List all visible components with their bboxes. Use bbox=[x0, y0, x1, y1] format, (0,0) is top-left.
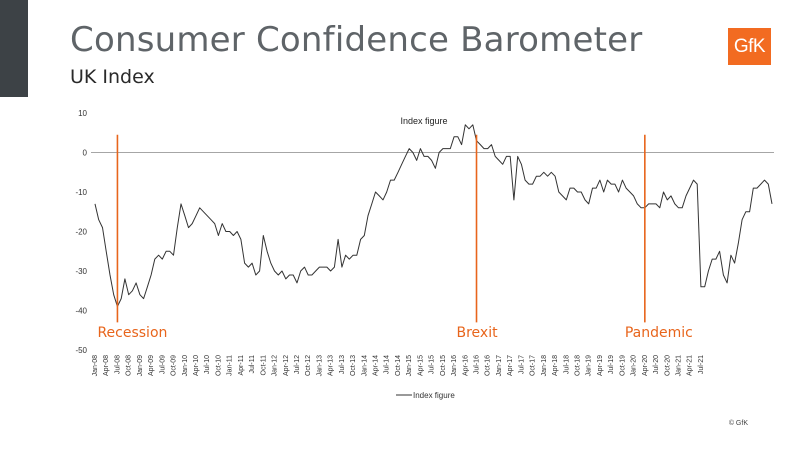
x-tick-label: Jul-12 bbox=[294, 355, 301, 374]
event-markers: Recession Brexit Pandemic bbox=[97, 134, 693, 341]
left-accent-bar bbox=[0, 0, 28, 97]
x-tick-label: Apr-15 bbox=[417, 355, 424, 376]
y-tick-label: -40 bbox=[75, 307, 87, 316]
x-tick-label: Apr-20 bbox=[642, 355, 649, 376]
x-tick-label: Apr-11 bbox=[238, 355, 245, 376]
page-subtitle: UK Index bbox=[70, 66, 155, 88]
x-tick-label: Jan-10 bbox=[182, 355, 189, 377]
x-tick-label: Jul-15 bbox=[429, 355, 436, 374]
x-tick-label: Apr-13 bbox=[328, 355, 335, 376]
x-tick-label: Oct-10 bbox=[215, 355, 222, 376]
copyright-text: © GfK bbox=[728, 420, 748, 427]
y-axis: 10 0 -10 -20 -30 -40 -50 bbox=[75, 109, 87, 355]
x-tick-label: Jul-11 bbox=[249, 355, 256, 374]
x-tick-label: Apr-19 bbox=[597, 355, 604, 376]
legend-label: Index figure bbox=[413, 391, 455, 400]
x-tick-label: Oct-20 bbox=[664, 355, 671, 376]
x-tick-label: Jan-12 bbox=[272, 355, 279, 377]
x-tick-label: Jan-08 bbox=[92, 355, 99, 377]
x-axis: Jan-08 Apr-08 Jul-08 Oct-08 Jan-09 Apr-09 Jul-… bbox=[92, 355, 705, 377]
x-tick-label: Jan-20 bbox=[631, 355, 638, 377]
y-tick-label: -50 bbox=[75, 346, 87, 355]
y-tick-label: 0 bbox=[83, 149, 88, 158]
x-tick-label: Oct-19 bbox=[619, 355, 626, 376]
y-tick-label: -10 bbox=[75, 188, 87, 197]
page-title: Consumer Confidence Barometer bbox=[70, 20, 643, 60]
x-tick-label: Jul-20 bbox=[653, 355, 660, 374]
y-tick-label: -30 bbox=[75, 267, 87, 276]
x-tick-label: Jul-14 bbox=[384, 355, 391, 374]
x-tick-label: Jan-19 bbox=[586, 355, 593, 377]
x-tick-label: Jul-09 bbox=[159, 355, 166, 374]
x-tick-label: Jan-14 bbox=[361, 355, 368, 377]
x-tick-label: Oct-17 bbox=[530, 355, 537, 376]
y-tick-label: -20 bbox=[75, 228, 87, 237]
x-tick-label: Jan-13 bbox=[316, 355, 323, 377]
x-tick-label: Apr-16 bbox=[462, 355, 469, 376]
event-label-pandemic: Pandemic bbox=[625, 325, 693, 341]
x-tick-label: Jul-08 bbox=[114, 355, 121, 374]
x-tick-label: Jul-18 bbox=[563, 355, 570, 374]
x-tick-label: Oct-15 bbox=[440, 355, 447, 376]
legend: Index figure bbox=[396, 391, 455, 400]
x-tick-label: Oct-14 bbox=[395, 355, 402, 376]
y-tick-label: 10 bbox=[78, 109, 87, 118]
x-tick-label: Jul-13 bbox=[339, 355, 346, 374]
x-tick-label: Apr-12 bbox=[283, 355, 290, 376]
x-tick-label: Oct-16 bbox=[485, 355, 492, 376]
x-tick-label: Jan-16 bbox=[451, 355, 458, 377]
event-label-recession: Recession bbox=[97, 325, 167, 341]
x-tick-label: Oct-12 bbox=[305, 355, 312, 376]
x-tick-label: Jul-17 bbox=[518, 355, 525, 374]
x-tick-label: Oct-08 bbox=[126, 355, 133, 376]
x-tick-label: Jul-10 bbox=[204, 355, 211, 374]
x-tick-label: Apr-18 bbox=[552, 355, 559, 376]
series-line-index-figure bbox=[94, 124, 773, 307]
x-tick-label: Jan-09 bbox=[137, 355, 144, 377]
x-tick-label: Apr-08 bbox=[103, 355, 110, 376]
x-tick-label: Apr-09 bbox=[148, 355, 155, 376]
x-tick-label: Jan-21 bbox=[675, 355, 682, 377]
x-tick-label: Oct-11 bbox=[260, 355, 267, 376]
x-tick-label: Jul-21 bbox=[698, 355, 705, 374]
logo-text: GfK bbox=[733, 35, 766, 57]
x-tick-label: Apr-10 bbox=[193, 355, 200, 376]
x-tick-label: Apr-14 bbox=[373, 355, 380, 376]
event-label-brexit: Brexit bbox=[457, 325, 499, 341]
x-tick-label: Jan-15 bbox=[406, 355, 413, 377]
x-tick-label: Apr-17 bbox=[507, 355, 514, 376]
chart-title: Index figure bbox=[400, 116, 447, 126]
x-tick-label: Jul-19 bbox=[608, 355, 615, 374]
x-tick-label: Oct-13 bbox=[350, 355, 357, 376]
x-tick-label: Apr-21 bbox=[687, 355, 694, 376]
x-tick-label: Oct-18 bbox=[575, 355, 582, 376]
x-tick-label: Jan-17 bbox=[496, 355, 503, 377]
gfk-logo: GfK bbox=[728, 28, 771, 65]
x-tick-label: Jul-16 bbox=[474, 355, 481, 374]
x-tick-label: Jan-18 bbox=[541, 355, 548, 377]
x-tick-label: Oct-09 bbox=[171, 355, 178, 376]
x-tick-label: Jan-11 bbox=[227, 355, 234, 376]
